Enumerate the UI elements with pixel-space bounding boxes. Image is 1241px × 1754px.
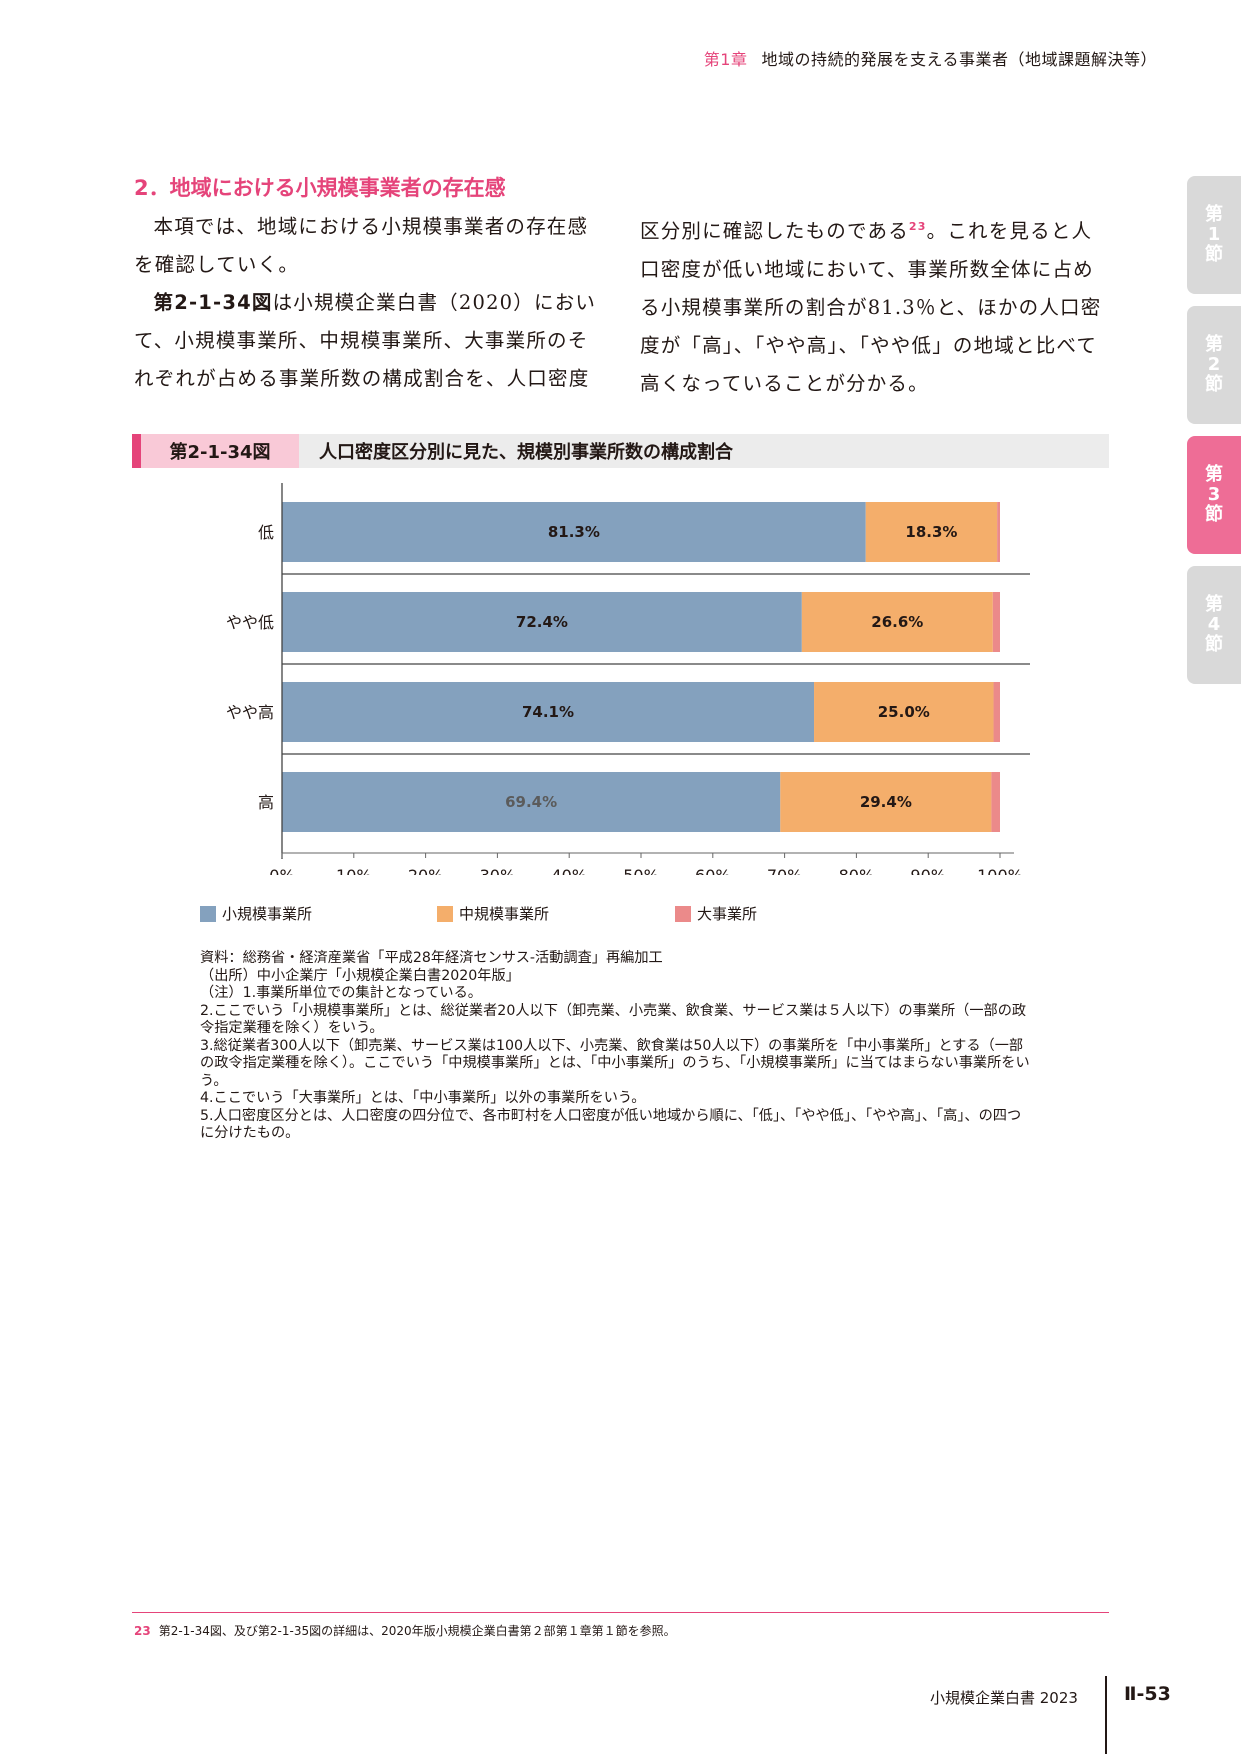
footnote: 23 第2-1-34図、及び第2-1-35図の詳細は、2020年版小規模企業白書第… [134, 1622, 676, 1639]
x-tick-label: 20% [408, 866, 444, 875]
legend-swatch [675, 905, 691, 922]
body-column-right: 区分別に確認したものである23。これを見ると人口密度が低い地域において、事業所数… [640, 208, 1108, 403]
data-label: 26.6% [871, 613, 923, 631]
tab-text: 第 [1205, 204, 1223, 225]
bar-segment [991, 772, 1000, 832]
bar-segment [801, 592, 993, 652]
data-label: 72.4% [516, 613, 568, 631]
section-tab-2[interactable]: 第 2 節 [1187, 306, 1241, 424]
tab-text: 節 [1205, 504, 1223, 525]
tab-text: 節 [1205, 244, 1223, 265]
chapter-label: 第1章 [703, 50, 748, 69]
section-tab-3[interactable]: 第 3 節 [1187, 436, 1241, 554]
footer-divider [1105, 1676, 1107, 1754]
x-tick-label: 40% [551, 866, 587, 875]
note-line: 5.人口密度区分とは、人口密度の四分位で、各市町村を人口密度が低い地域から順に、… [200, 1107, 1022, 1142]
x-tick-label: 10% [336, 866, 372, 875]
tab-text: 2 [1207, 354, 1221, 375]
x-tick-label: 0% [269, 866, 294, 875]
page-number: Ⅱ-53 [1124, 1683, 1171, 1705]
legend-label: 小規模事業所 [222, 905, 313, 923]
body-column-left: 本項では、地域における小規模事業者の存在感を確認していく。 第2-1-34図は小… [134, 208, 602, 398]
body-text: 。これを見ると人口密度が低い地域において、事業所数全体に占める小規模事業所の割合… [640, 219, 1102, 395]
bar-segment [992, 592, 1000, 652]
footnote-text: 第2-1-34図、及び第2-1-35図の詳細は、2020年版小規模企業白書第２部… [158, 1624, 676, 1638]
x-tick-label: 90% [910, 866, 946, 875]
category-label: やや高 [226, 703, 274, 722]
footnote-divider [132, 1612, 1109, 1613]
section-tab-4[interactable]: 第 4 節 [1187, 566, 1241, 684]
figure-notes: 資料：総務省・経済産業省「平成28年経済センサス‐活動調査」再編加工 （出所）中… [200, 950, 1030, 1143]
legend-swatch [200, 905, 216, 922]
bar-segment [865, 502, 998, 562]
bar-segment [282, 592, 802, 652]
category-label: やや低 [226, 613, 274, 632]
tab-text: 節 [1205, 634, 1223, 655]
bar-segment [993, 682, 1000, 742]
figure-number: 第2-1-34図 [141, 434, 299, 468]
legend-label: 中規模事業所 [459, 905, 550, 923]
figure-title-bar: 第2-1-34図 人口密度区分別に見た、規模別事業所数の構成割合 [132, 434, 1109, 468]
note-line: （出所）中小企業庁「小規模企業白書2020年版」 [200, 967, 520, 984]
tab-text: 第 [1205, 334, 1223, 355]
x-tick-label: 30% [480, 866, 516, 875]
body-text: 区分別に確認したものである [640, 219, 909, 243]
note-line: 3.総従業者300人以下（卸売業、サービス業は100人以下、小売業、飲食業は50… [200, 1037, 1030, 1089]
data-label: 74.1% [522, 703, 574, 721]
tab-text: 第 [1205, 594, 1223, 615]
bar-segment [814, 682, 994, 742]
figure-reference: 第2-1-34図 [153, 291, 273, 314]
data-label: 81.3% [548, 523, 600, 541]
body-paragraph: 第2-1-34図は小規模企業白書（2020）において、小規模事業所、中規模事業所… [134, 284, 602, 398]
legend-item-medium: 中規模事業所 [437, 903, 549, 924]
legend-swatch [437, 905, 453, 922]
section-heading: 2．地域における小規模事業者の存在感 [134, 176, 506, 200]
category-label: 低 [258, 523, 274, 542]
footnote-number: 23 [134, 1624, 151, 1638]
note-line: 資料：総務省・経済産業省「平成28年経済センサス‐活動調査」再編加工 [200, 950, 663, 966]
x-tick-label: 50% [623, 866, 659, 875]
data-label: 18.3% [905, 523, 957, 541]
x-tick-label: 60% [695, 866, 731, 875]
bar-segment [780, 772, 992, 832]
figure-title: 人口密度区分別に見た、規模別事業所数の構成割合 [319, 442, 733, 463]
tab-text: 3 [1207, 484, 1221, 505]
data-label: 25.0% [878, 703, 930, 721]
tab-text: 4 [1207, 614, 1221, 635]
bar-segment [282, 502, 866, 562]
legend-label: 大事業所 [697, 905, 758, 923]
body-paragraph: 本項では、地域における小規模事業者の存在感を確認していく。 [134, 215, 589, 276]
legend-item-small: 小規模事業所 [200, 903, 312, 924]
footnote-marker[interactable]: 23 [908, 220, 927, 233]
tab-text: 1 [1207, 224, 1221, 245]
data-label: 69.4% [505, 793, 557, 811]
x-tick-label: 100% [977, 866, 1023, 875]
category-label: 高 [258, 793, 274, 812]
legend-item-large: 大事業所 [675, 903, 757, 924]
running-header: 第1章 地域の持続的発展を支える事業者（地域課題解決等） [704, 46, 1157, 70]
tab-text: 第 [1205, 464, 1223, 485]
footer-book-title: 小規模企業白書 2023 [930, 1689, 1078, 1707]
tab-text: 節 [1205, 374, 1223, 395]
note-line: 4.ここでいう「大事業所」とは、「中小事業所」以外の事業所をいう。 [200, 1090, 646, 1106]
body-paragraph: 区分別に確認したものである23。これを見ると人口密度が低い地域において、事業所数… [640, 208, 1108, 403]
note-line: 2.ここでいう「小規模事業所」とは、総従業者20人以下（卸売業、小売業、飲食業、… [200, 1002, 1027, 1037]
chapter-title: 地域の持続的発展を支える事業者（地域課題解決等） [761, 50, 1157, 69]
bar-segment [282, 772, 781, 832]
body-text: は小規模企業白書（2020）において、小規模事業所、中規模事業所、大事業所のそれ… [134, 291, 597, 390]
bar-segment [282, 682, 815, 742]
bar-segment [997, 502, 1000, 562]
note-line: （注）1.事業所単位での集計となっている。 [200, 985, 482, 1001]
x-tick-label: 70% [767, 866, 803, 875]
x-tick-label: 80% [839, 866, 875, 875]
figure-accent-stripe [132, 434, 141, 468]
stacked-bar-chart: 81.3% 18.3% 低 72.4% 26.6% やや低 74.1% 25.0% やや高 69.… [226, 483, 1030, 875]
data-label: 29.4% [860, 793, 912, 811]
section-tab-1[interactable]: 第 1 節 [1187, 176, 1241, 294]
